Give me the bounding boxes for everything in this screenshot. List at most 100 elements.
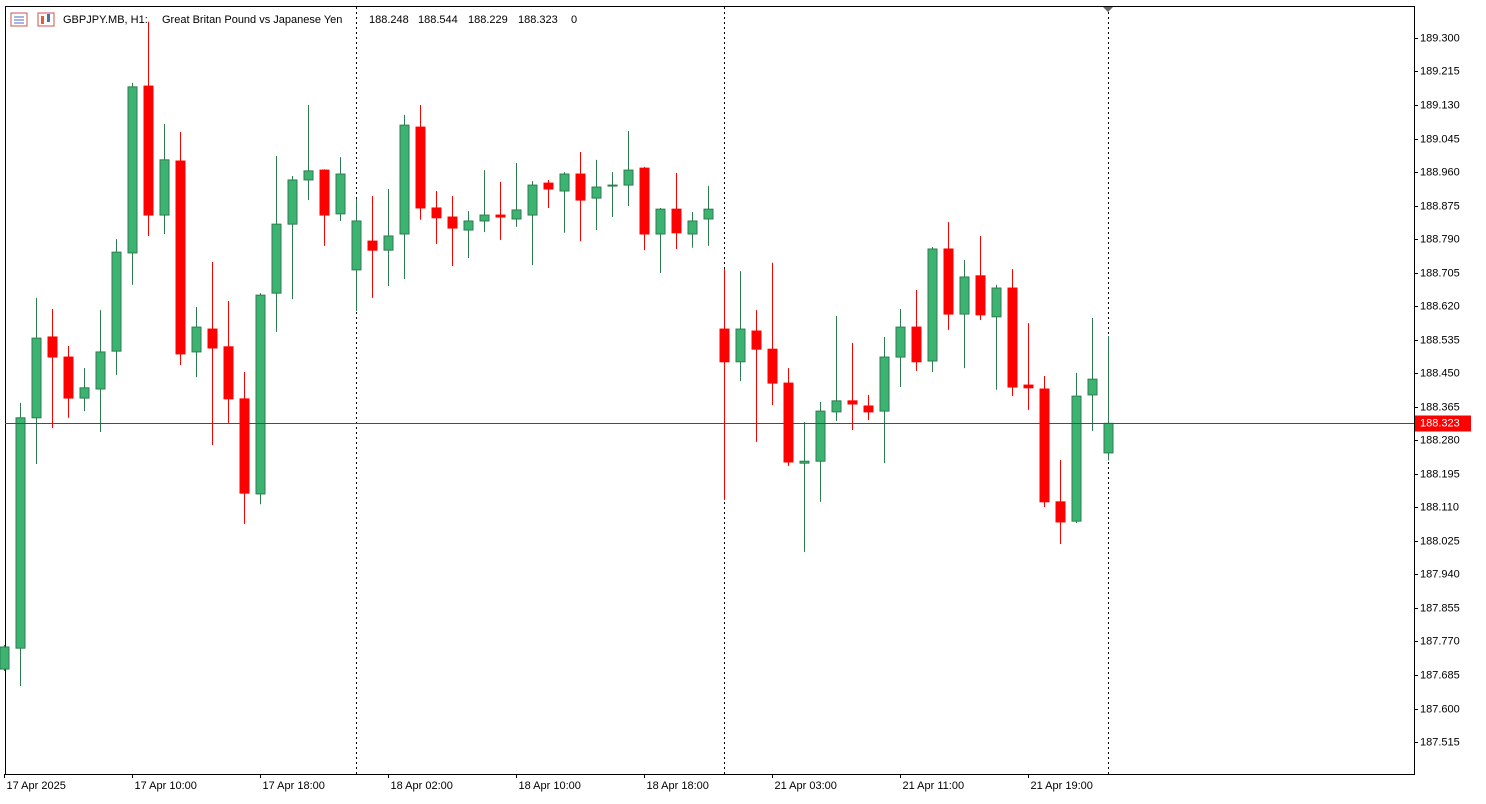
header-high: 188.544 [418,14,458,26]
candle-body [335,173,346,215]
candle-body [31,337,42,419]
candle-body [15,417,26,649]
x-tick-label: 21 Apr 03:00 [775,780,837,792]
y-tick-label: 187.770 [1420,635,1460,647]
candle-body [383,235,394,251]
candle-body [607,184,618,187]
candle-body [895,326,906,358]
candle-body [623,169,634,186]
candle-body [303,170,314,181]
candle-body [863,405,874,413]
candle-body [575,173,586,201]
y-tick-label: 188.025 [1420,535,1460,547]
candle-body [511,209,522,220]
candle-body [591,186,602,199]
candle-body [703,208,714,220]
candle-body [479,214,490,222]
candle-body [671,208,682,234]
y-tick-label: 187.855 [1420,602,1460,614]
candle-body [559,173,570,192]
y-tick-label: 188.875 [1420,200,1460,212]
candle-body [879,356,890,412]
candle-body [815,410,826,462]
toolbar-icons [10,12,55,27]
header-open: 188.248 [369,14,409,26]
candle-body [927,248,938,362]
icon-bar [47,14,50,22]
y-tick-label: 188.450 [1420,367,1460,379]
candle-body [399,124,410,235]
candle-body [239,398,250,494]
candle-body [175,160,186,355]
candle-body [1023,384,1034,389]
candle-body [447,216,458,229]
y-tick-label: 188.110 [1420,501,1459,513]
x-tick-label: 17 Apr 2025 [7,780,66,792]
y-tick-label: 188.365 [1420,401,1460,413]
candle-body [351,220,362,271]
candle-body [1055,501,1066,523]
x-tick-label: 17 Apr 10:00 [135,780,197,792]
y-tick-label: 188.620 [1420,300,1460,312]
x-tick-label: 17 Apr 18:00 [263,780,325,792]
y-tick-label: 188.960 [1420,166,1460,178]
candle-body [207,328,218,349]
candle-body [463,220,474,231]
candle-body [95,351,106,390]
y-tick-label: 188.705 [1420,267,1460,279]
header-close: 188.323 [518,14,558,26]
y-tick-label: 187.940 [1420,568,1460,580]
description: Great Britan Pound vs Japanese Yen [162,14,342,26]
candle-body [0,646,10,670]
candle-body [543,182,554,190]
candle-body [159,159,170,216]
candle-body [191,326,202,353]
header-low: 188.229 [468,14,508,26]
y-tick-label: 188.195 [1420,468,1460,480]
candle-body [143,85,154,216]
candle-body [367,240,378,251]
y-tick-label: 189.215 [1420,65,1460,77]
candle-body [47,336,58,358]
candle-body [63,356,74,399]
candle-body [1071,395,1082,522]
symbol: GBPJPY.MB, H1: [63,14,148,26]
candle-body [639,167,650,235]
x-tick-label: 18 Apr 10:00 [519,780,581,792]
header-extra: 0 [571,14,577,26]
icon-bar [41,16,44,24]
candle-body [943,248,954,315]
candle-body [991,287,1002,318]
candle-body [79,387,90,399]
icon[interactable] [37,12,55,27]
candle-body [847,400,858,405]
x-tick-label: 18 Apr 02:00 [391,780,453,792]
x-tick-label: 21 Apr 19:00 [1031,780,1093,792]
candle-body [111,251,122,352]
candle-body [1087,378,1098,396]
candle-body [1039,388,1050,503]
candle-body [287,179,298,225]
candle-body [959,276,970,315]
candle-body [767,348,778,384]
y-tick-label: 187.515 [1420,736,1460,748]
candle-body [1007,287,1018,388]
candle-body [975,275,986,316]
candle-body [431,207,442,219]
candle-body [255,294,266,495]
shift-marker[interactable] [1103,7,1113,12]
candle-body [319,169,330,216]
y-tick-label: 188.790 [1420,233,1460,245]
y-tick-label: 188.535 [1420,334,1460,346]
candle-body [719,328,730,363]
candle-body [831,400,842,413]
candle-body [223,346,234,400]
candle-body [1103,422,1114,454]
candle-body [271,223,282,294]
candle-body [655,208,666,235]
y-tick-label: 189.045 [1420,133,1460,145]
y-tick-label: 189.130 [1420,99,1460,111]
x-tick-label: 18 Apr 18:00 [647,780,709,792]
